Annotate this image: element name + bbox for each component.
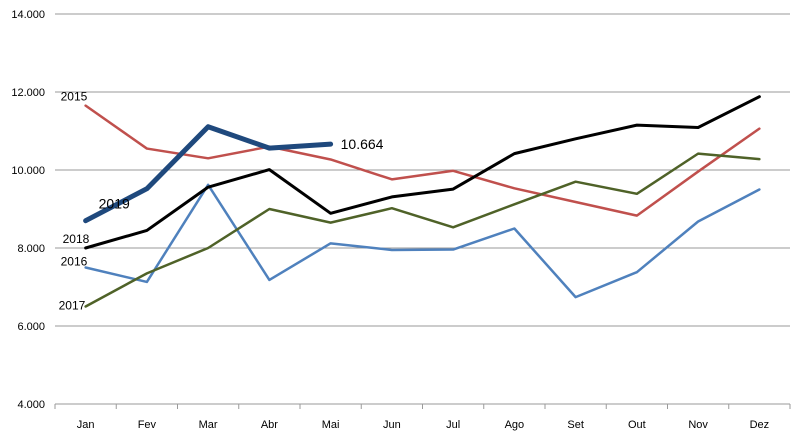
y-tick-label: 12.000 (11, 87, 45, 99)
x-tick-label: Mai (322, 419, 340, 431)
series-line-2018 (84, 95, 761, 250)
series-line-2016 (84, 183, 761, 299)
x-tick-label: Dez (750, 419, 770, 431)
x-tick-label: Abr (261, 419, 278, 431)
series-lines (83, 95, 761, 308)
x-tick-label: Ago (505, 419, 525, 431)
x-axis: Jan Fev Mar Abr Mai Jun Jul Ago Set Out Nov Dez (54, 404, 791, 431)
x-tick-label: Out (628, 419, 646, 431)
y-tick-label: 8.000 (17, 243, 45, 255)
series-label-2018: 2018 (63, 232, 90, 246)
x-tick-label: Fev (138, 419, 157, 431)
x-tick-label: Jun (383, 419, 401, 431)
gridlines (55, 13, 790, 405)
y-tick-label: 14.000 (11, 9, 45, 21)
x-tick-label: Jul (446, 419, 460, 431)
y-axis-ticks: 4.000 6.000 8.000 10.000 12.000 14.000 (11, 9, 45, 411)
y-tick-label: 10.000 (11, 165, 45, 177)
x-tick-label: Nov (688, 419, 708, 431)
series-label-2015: 2015 (61, 90, 88, 104)
x-tick-label: Set (567, 419, 584, 431)
x-tick-label: Mar (199, 419, 218, 431)
series-label-2017: 2017 (59, 299, 86, 313)
series-line-2015 (84, 104, 761, 217)
series-label-2016: 2016 (61, 255, 88, 269)
series-line-2017 (84, 152, 761, 308)
end-value-label: 10.664 (341, 136, 384, 152)
x-tick-label: Jan (77, 419, 95, 431)
y-tick-label: 4.000 (17, 399, 45, 411)
series-labels: 2015 2016 2017 2018 2019 10.664 (59, 90, 384, 313)
y-tick-label: 6.000 (17, 321, 45, 333)
series-label-2019: 2019 (99, 196, 130, 212)
